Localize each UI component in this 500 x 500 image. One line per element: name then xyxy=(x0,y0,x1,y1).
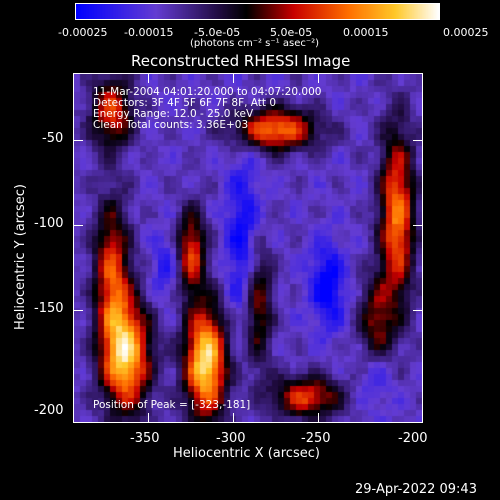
x-tick-label: -350 xyxy=(130,431,160,446)
y-tick-mark xyxy=(413,225,423,226)
x-tick-label: -250 xyxy=(301,431,331,446)
plot-title: Reconstructed RHESSI Image xyxy=(131,52,351,70)
info-energy-range: Energy Range: 12.0 - 25.0 keV xyxy=(93,108,254,120)
colorbar-tick-1: -0.00025 xyxy=(58,26,108,39)
x-tick-mark xyxy=(148,73,149,83)
x-tick-label: -300 xyxy=(216,431,246,446)
y-tick-label: -150 xyxy=(34,301,64,316)
colorbar-tick-2: -0.00015 xyxy=(124,26,174,39)
y-tick-mark xyxy=(73,140,83,141)
colorbar xyxy=(75,3,440,20)
peak-position-label: Position of Peak = [-323,-181] xyxy=(93,399,251,411)
x-tick-mark xyxy=(148,413,149,423)
y-tick-mark xyxy=(413,310,423,311)
colorbar-tick-5: 0.00015 xyxy=(343,26,389,39)
y-tick-mark xyxy=(73,310,83,311)
y-tick-label: -50 xyxy=(42,131,64,146)
x-axis-label: Heliocentric X (arcsec) xyxy=(173,446,320,461)
rhessi-image-map xyxy=(74,74,422,422)
colorbar-tick-4: 5.0e-05 xyxy=(270,26,313,39)
y-tick-label: -200 xyxy=(34,403,64,418)
image-plot: 11-Mar-2004 04:01:20.000 to 04:07:20.000… xyxy=(73,73,423,423)
info-time-range: 11-Mar-2004 04:01:20.000 to 04:07:20.000 xyxy=(93,86,322,98)
x-tick-label: -200 xyxy=(398,431,428,446)
y-tick-label: -100 xyxy=(34,216,64,231)
colorbar-units: (photons cm⁻² s⁻¹ asec⁻²) xyxy=(190,38,320,49)
info-detectors: Detectors: 3F 4F 5F 6F 7F 8F, Att 0 xyxy=(93,97,277,109)
timestamp: 29-Apr-2022 09:43 xyxy=(355,482,477,497)
x-tick-mark xyxy=(233,73,234,83)
y-axis-label: Heliocentric Y (arcsec) xyxy=(13,184,28,330)
x-tick-mark xyxy=(318,413,319,423)
x-tick-mark xyxy=(318,73,319,83)
colorbar-tick-6: 0.00025 xyxy=(443,26,489,39)
colorbar-tick-3: -5.0e-05 xyxy=(194,26,241,39)
info-total-counts: Clean Total counts: 3.36E+03 xyxy=(93,119,249,131)
y-tick-mark xyxy=(413,140,423,141)
y-tick-mark xyxy=(73,225,83,226)
x-tick-mark xyxy=(233,413,234,423)
